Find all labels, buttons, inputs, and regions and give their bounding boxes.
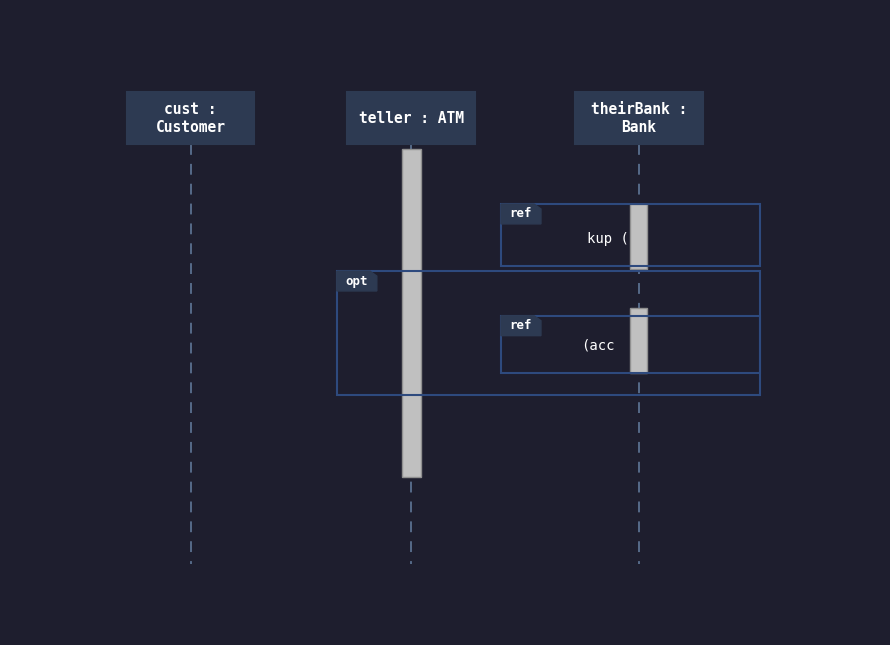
Bar xyxy=(126,92,255,144)
Bar xyxy=(575,92,703,144)
Text: teller : ATM: teller : ATM xyxy=(359,111,464,126)
Text: ref: ref xyxy=(510,319,532,332)
Text: ref: ref xyxy=(510,208,532,221)
Bar xyxy=(630,308,647,373)
Bar xyxy=(630,204,647,268)
Text: opt: opt xyxy=(345,275,368,288)
Bar xyxy=(347,92,475,144)
Text: cust :
Customer: cust : Customer xyxy=(156,102,225,135)
Bar xyxy=(501,204,760,266)
Text: theirBank :
Bank: theirBank : Bank xyxy=(591,102,687,135)
Polygon shape xyxy=(336,271,376,291)
Text: kup (: kup ( xyxy=(587,232,629,246)
Text: (acc: (acc xyxy=(581,339,614,353)
Polygon shape xyxy=(501,204,541,224)
Bar xyxy=(402,150,421,477)
Bar xyxy=(336,271,760,395)
Polygon shape xyxy=(501,316,541,335)
Bar xyxy=(501,316,760,373)
